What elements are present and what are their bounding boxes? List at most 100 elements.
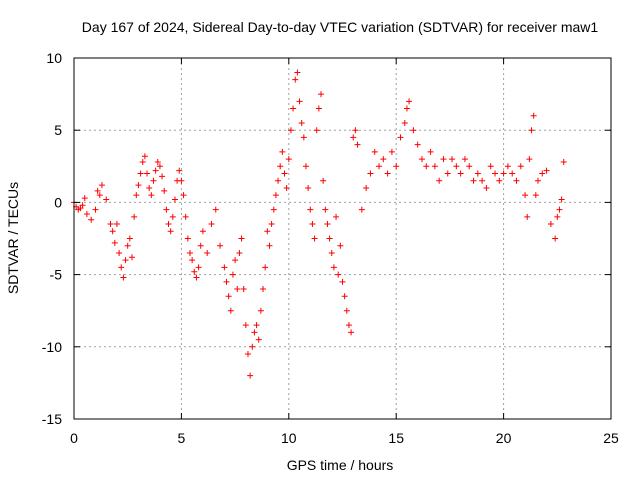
data-point [281,170,288,177]
data-point [528,127,535,134]
data-point [176,167,183,174]
data-point [367,170,374,177]
data-point [277,163,284,170]
data-point [161,187,168,194]
data-point [414,141,421,148]
data-point [522,192,529,199]
data-point [171,196,178,203]
x-tick-labels: 0 5 10 15 20 25 [70,430,619,446]
data-point [474,170,481,177]
data-point [397,134,404,141]
x-tick-label: 15 [388,430,404,446]
data-point [393,163,400,170]
data-point [186,249,193,256]
data-point [178,177,185,184]
data-point [305,184,312,191]
data-point [159,173,166,180]
data-point [249,343,256,350]
data-point [324,221,331,228]
axis-ticks [73,57,612,420]
data-point [556,206,563,213]
data-point [345,322,352,329]
data-point [313,127,320,134]
data-point [543,167,550,174]
data-point [290,105,297,112]
y-tick-label: -15 [42,411,62,427]
data-point [199,228,206,235]
data-point [470,177,477,184]
data-point [266,242,273,249]
data-point [333,213,340,220]
data-point [418,156,425,163]
data-point [371,148,378,155]
data-points [71,69,567,379]
data-point [150,177,157,184]
data-point [406,98,413,105]
data-point [354,141,361,148]
data-point [156,163,163,170]
data-point [257,307,264,314]
data-point [348,329,355,336]
x-tick-label: 25 [603,430,619,446]
data-point [238,235,245,242]
data-point [311,235,318,242]
data-point [189,257,196,264]
data-point [208,221,215,228]
data-point [180,192,187,199]
x-axis-label: GPS time / hours [287,457,394,473]
data-point [436,177,443,184]
data-point [79,202,86,209]
data-point [302,163,309,170]
data-point [552,235,559,242]
data-point [83,210,90,217]
data-point [109,228,116,235]
data-point [244,351,251,358]
data-point [255,336,262,343]
data-point [513,177,520,184]
data-point [253,322,260,329]
data-point [449,156,456,163]
data-point [165,221,172,228]
data-point [270,206,277,213]
data-point [88,216,95,223]
data-point [292,76,299,83]
data-point [236,249,243,256]
data-point [182,213,189,220]
data-point [560,158,567,165]
data-point [81,195,88,202]
data-point [163,206,170,213]
x-tick-label: 0 [70,430,78,446]
data-point [264,228,271,235]
data-point [350,134,357,141]
data-point [466,163,473,170]
data-point [298,119,305,126]
data-point [427,148,434,155]
data-point [492,170,499,177]
data-point [133,192,140,199]
data-point [113,221,120,228]
data-point [487,163,494,170]
data-point [279,148,286,155]
data-point [444,170,451,177]
data-point [128,254,135,261]
y-tick-labels: -15 -10 -5 0 5 10 [42,50,62,427]
data-point [410,127,417,134]
data-point [120,274,127,281]
data-point [283,184,290,191]
data-point [103,196,110,203]
data-point [534,177,541,184]
data-point [229,271,236,278]
x-tick-label: 10 [281,430,297,446]
data-point [341,293,348,300]
y-axis-label: SDTVAR / TECUs [5,182,21,294]
data-point [320,177,327,184]
data-point [352,127,359,134]
data-point [240,286,247,293]
data-point [221,264,228,271]
data-point [126,235,133,242]
data-point [141,153,148,160]
data-point [376,163,383,170]
data-point [146,184,153,191]
data-point [309,221,316,228]
